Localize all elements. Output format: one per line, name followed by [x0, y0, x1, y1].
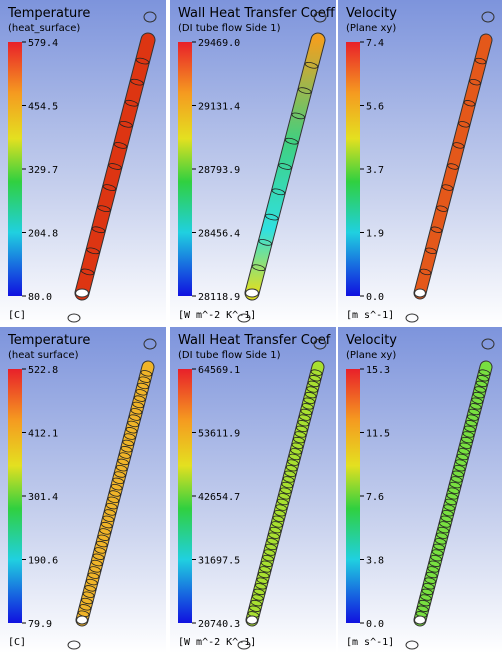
tube-end — [77, 616, 88, 624]
color-bar-label: 80.0 — [28, 292, 52, 303]
color-bar-label: 0.0 — [366, 619, 384, 630]
color-bar — [8, 369, 22, 623]
unit-label: [W m^-2 K^-1] — [178, 310, 256, 321]
panel-subtitle: (DI tube flow Side 1) — [178, 350, 281, 361]
contour-panel: Temperature (heat surface) 522.8 412.1 301.4… — [0, 327, 166, 653]
panel-subtitle: (heat surface) — [8, 350, 79, 361]
color-bar-label: 1.9 — [366, 229, 384, 240]
color-bar-label: 64569.1 — [198, 365, 240, 376]
color-bar-label: 0.0 — [366, 292, 384, 303]
color-bar — [346, 42, 360, 296]
color-bar-label: 522.8 — [28, 365, 58, 376]
contour-panel: Wall Heat Transfer Coeff (DI tube flow Si… — [170, 0, 336, 326]
color-bar-label: 329.7 — [28, 165, 58, 176]
unit-label: [C] — [8, 310, 26, 321]
panel-subtitle: (DI tube flow Side 1) — [178, 23, 281, 34]
contour-panel: Wall Heat Transfer Coef (DI tube flow Sid… — [170, 327, 336, 653]
panel-title: Velocity — [346, 6, 397, 21]
color-bar-label: 3.7 — [366, 165, 384, 176]
color-bar-label: 7.4 — [366, 38, 384, 49]
color-bar-label: 28793.9 — [198, 165, 240, 176]
tube-end — [246, 289, 259, 297]
unit-label: [C] — [8, 637, 26, 648]
contour-panel: Velocity (Plane xy) 15.3 11.5 7.6 3.8 0.0 [m s^… — [338, 327, 502, 653]
contour-panel: Velocity (Plane xy) 7.4 5.6 3.7 1.9 0.0 [m s^-1… — [338, 0, 502, 326]
color-bar-label: 579.4 — [28, 38, 58, 49]
contour-panel: Temperature (heat_surface) 579.4 454.5 329.7… — [0, 0, 166, 326]
color-bar-label: 28456.4 — [198, 229, 240, 240]
color-bar-label: 412.1 — [28, 429, 58, 440]
color-bar-label: 29469.0 — [198, 38, 240, 49]
color-bar-label: 204.8 — [28, 229, 58, 240]
tube-end — [415, 616, 426, 624]
color-bar-label: 454.5 — [28, 102, 58, 113]
color-bar-label: 31697.5 — [198, 556, 240, 567]
color-bar-label: 15.3 — [366, 365, 390, 376]
color-bar — [178, 369, 192, 623]
color-bar-label: 3.8 — [366, 556, 384, 567]
color-bar — [8, 42, 22, 296]
color-bar-label: 301.4 — [28, 492, 58, 503]
color-bar-label: 28118.9 — [198, 292, 240, 303]
panel-subtitle: (Plane xy) — [346, 350, 396, 361]
panel-subtitle: (Plane xy) — [346, 23, 396, 34]
panel-title: Wall Heat Transfer Coeff — [178, 6, 336, 21]
unit-label: [W m^-2 K^-1] — [178, 637, 256, 648]
color-bar-label: 190.6 — [28, 556, 58, 567]
color-bar-label: 7.6 — [366, 492, 384, 503]
unit-label: [m s^-1] — [346, 637, 394, 648]
color-bar-label: 29131.4 — [198, 102, 240, 113]
color-bar-label: 5.6 — [366, 102, 384, 113]
color-bar-label: 53611.9 — [198, 429, 240, 440]
color-bar — [346, 369, 360, 623]
panel-subtitle: (heat_surface) — [8, 23, 80, 34]
panel-title: Temperature — [7, 333, 90, 348]
color-bar-label: 42654.7 — [198, 492, 240, 503]
color-bar-label: 79.9 — [28, 619, 52, 630]
color-bar-label: 20740.3 — [198, 619, 240, 630]
tube-end — [247, 616, 258, 624]
color-bar-label: 11.5 — [366, 429, 390, 440]
panel-title: Temperature — [7, 6, 90, 21]
color-bar — [178, 42, 192, 296]
tube-end — [415, 289, 426, 297]
screenshot: Temperature (heat_surface) 579.4 454.5 329.7… — [0, 0, 502, 655]
panel-title: Wall Heat Transfer Coef — [178, 333, 331, 348]
tube-end — [76, 289, 89, 297]
panel-title: Velocity — [346, 333, 397, 348]
unit-label: [m s^-1] — [346, 310, 394, 321]
